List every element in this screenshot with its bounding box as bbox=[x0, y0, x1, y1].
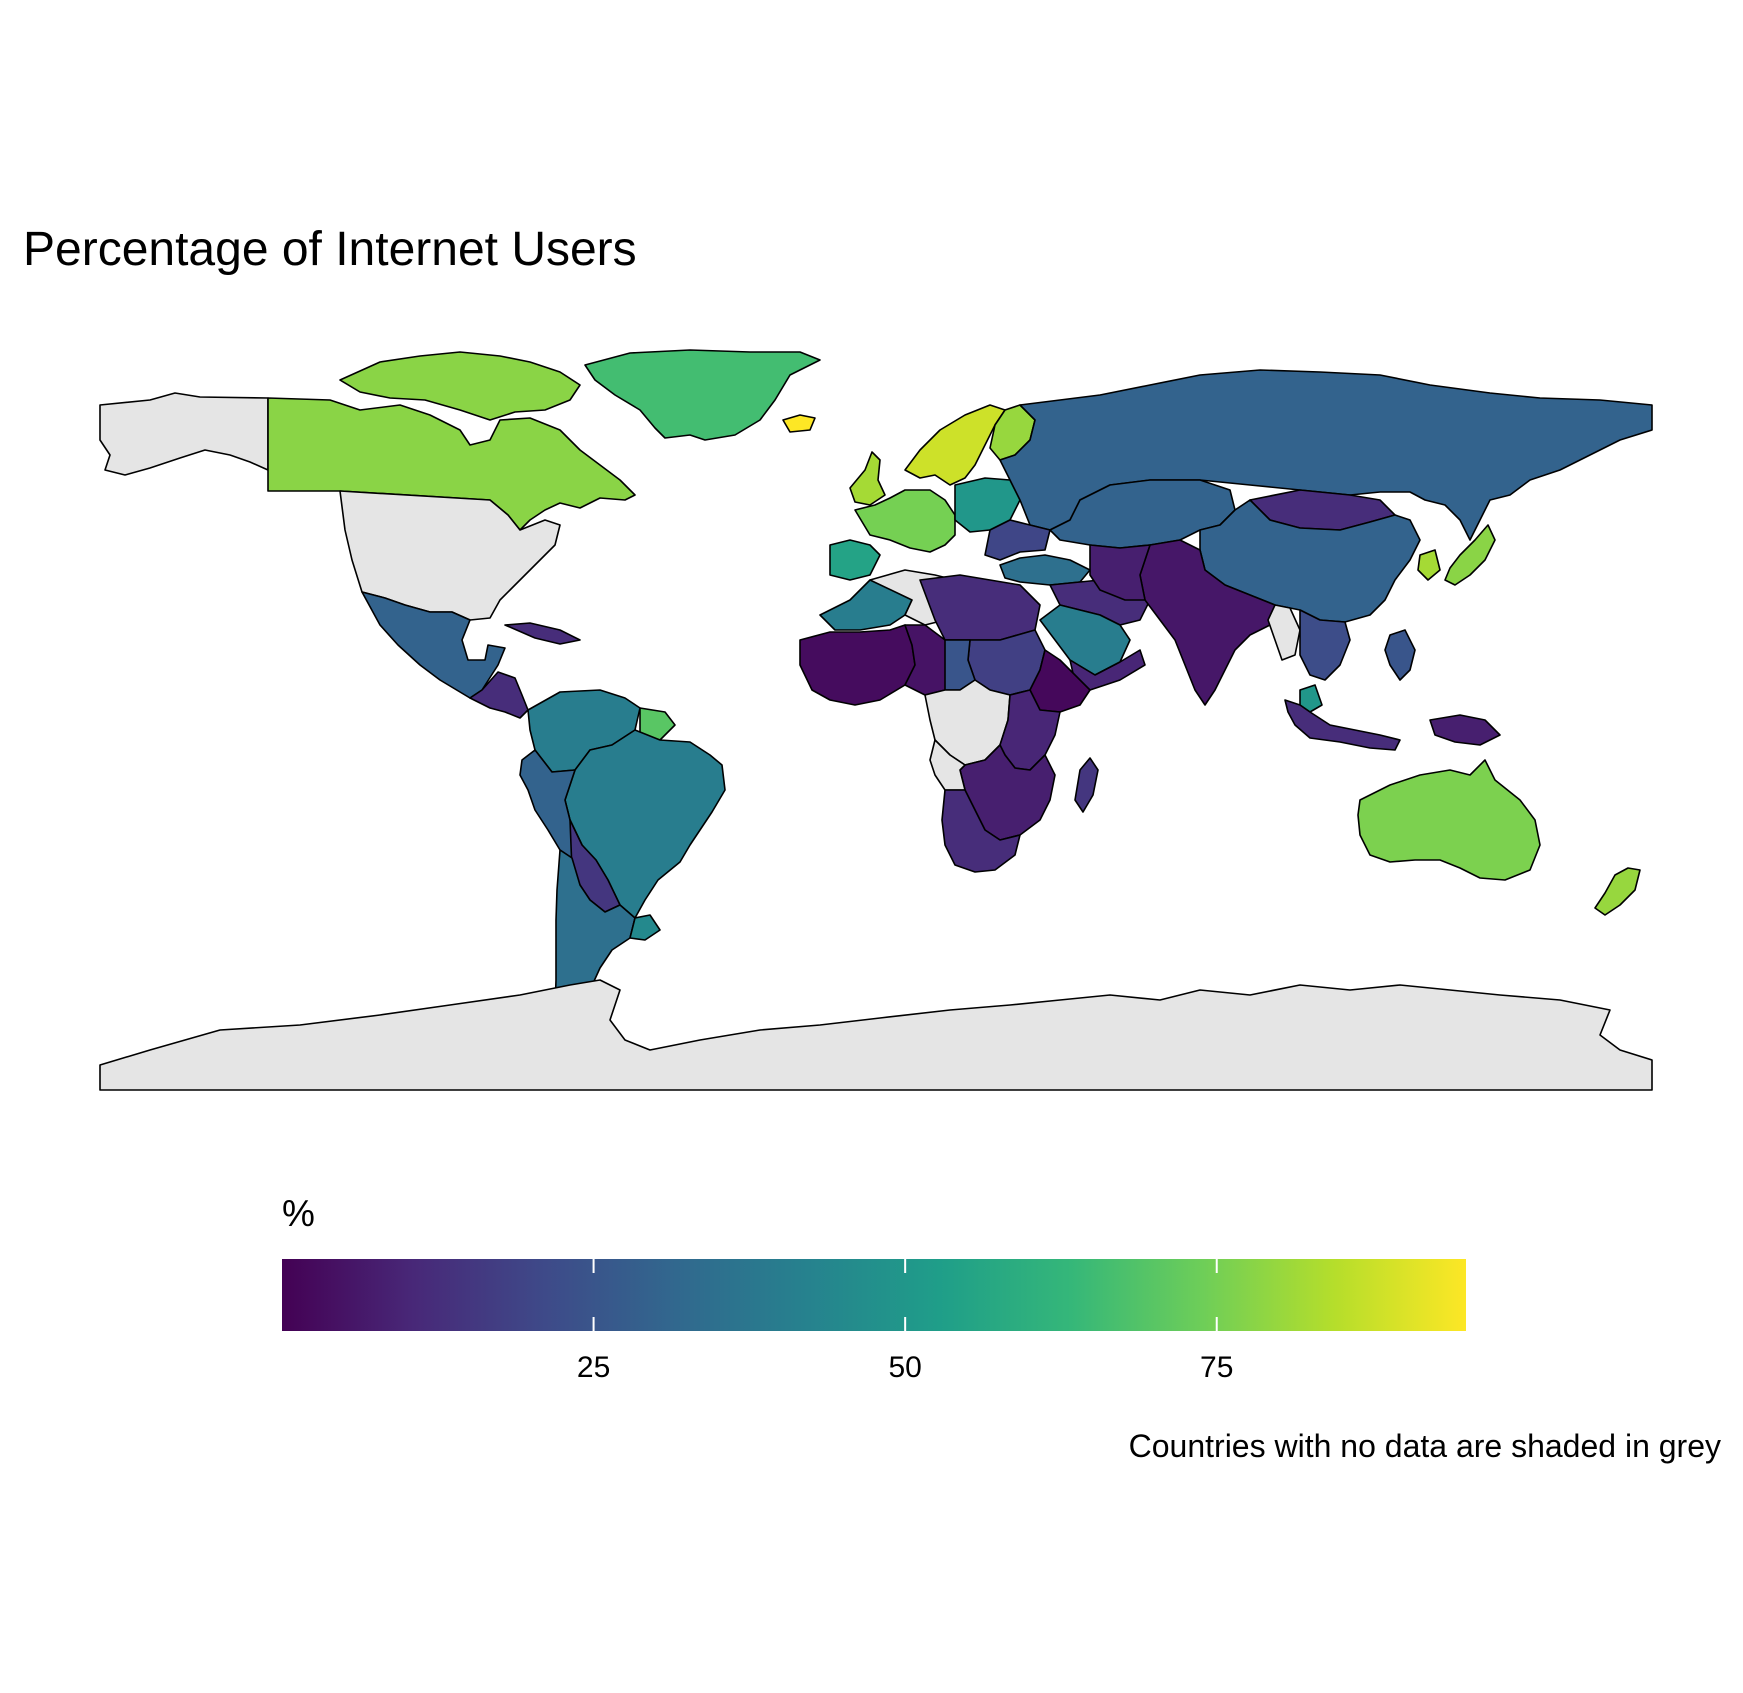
region-iberia bbox=[829, 539, 881, 581]
region-south-africa bbox=[941, 789, 1021, 873]
region-scandinavia bbox=[904, 404, 1006, 486]
region-australia bbox=[1357, 759, 1541, 881]
region-uruguay bbox=[629, 914, 661, 941]
region-alaska bbox=[99, 392, 269, 476]
region-japan bbox=[1444, 524, 1496, 586]
region-united-kingdom bbox=[849, 451, 886, 506]
region-afghanistan-iran bbox=[1089, 544, 1151, 601]
region-ukraine-balkans bbox=[984, 519, 1051, 561]
legend-tick-label: 25 bbox=[576, 1351, 611, 1384]
legend-ticks bbox=[592, 1259, 1218, 1331]
region-new-zealand bbox=[1594, 867, 1641, 916]
region-mainland-southeast-asia bbox=[1299, 609, 1351, 681]
legend-title: % bbox=[282, 1193, 315, 1234]
region-india-south-asia bbox=[1139, 539, 1276, 706]
chart-title: Percentage of Internet Users bbox=[23, 223, 637, 276]
legend-tick-label: 50 bbox=[888, 1351, 922, 1384]
region-central-america bbox=[469, 671, 529, 719]
region-antarctica bbox=[99, 979, 1653, 1091]
region-malaysia bbox=[1299, 684, 1323, 713]
region-myanmar bbox=[1267, 604, 1301, 661]
chart-caption: Countries with no data are shaded in gre… bbox=[1128, 1428, 1721, 1464]
region-madagascar bbox=[1074, 757, 1099, 813]
region-arctic-islands bbox=[339, 351, 581, 421]
legend-colorbar bbox=[282, 1259, 1466, 1331]
region-turkey bbox=[999, 554, 1091, 586]
region-new-guinea bbox=[1429, 714, 1501, 746]
region-guianas bbox=[639, 707, 676, 741]
region-indonesia bbox=[1284, 699, 1401, 751]
region-saudi-arabia bbox=[1039, 604, 1131, 676]
region-western-europe bbox=[854, 489, 956, 553]
region-iceland bbox=[782, 414, 816, 433]
region-korea bbox=[1417, 549, 1441, 581]
region-cuba bbox=[504, 622, 581, 645]
region-mexico bbox=[361, 591, 506, 699]
region-greenland bbox=[584, 349, 821, 441]
region-philippines bbox=[1384, 629, 1416, 681]
legend-tick-label: 75 bbox=[1200, 1351, 1234, 1384]
